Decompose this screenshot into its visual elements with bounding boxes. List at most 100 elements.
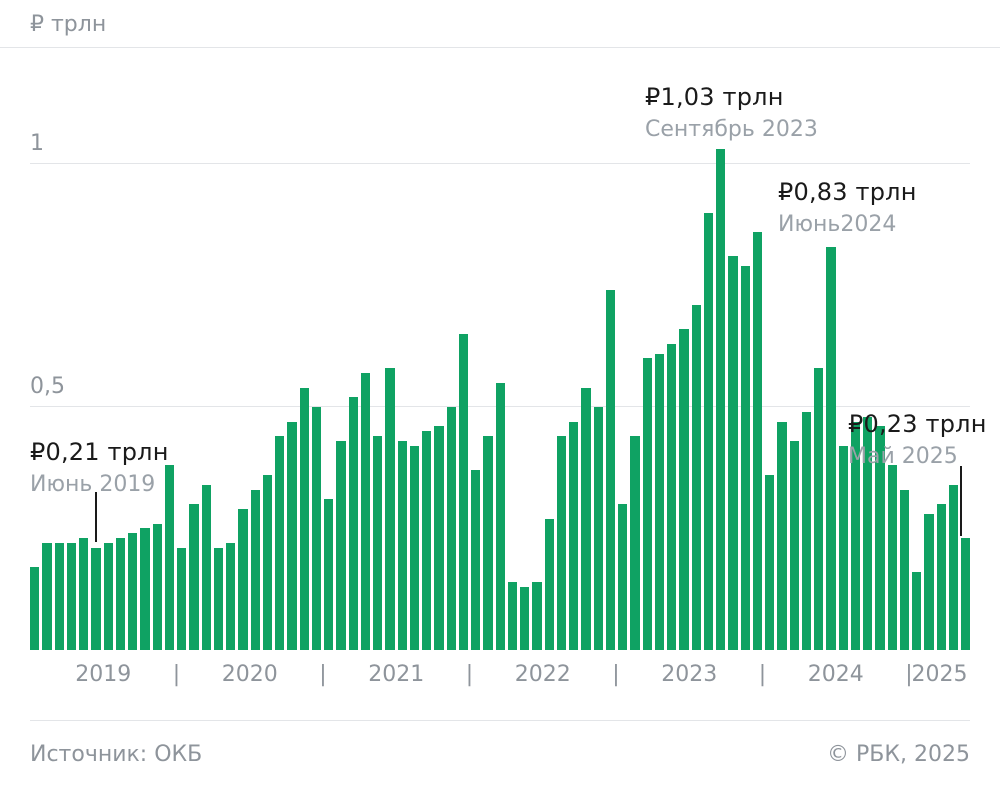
bar-2019-3 <box>54 543 64 650</box>
x-axis-separator: | <box>612 662 620 687</box>
bar-2019-6 <box>91 548 101 650</box>
bar-2020-2 <box>189 504 199 650</box>
bar-2023-5 <box>667 344 677 650</box>
x-axis-separator: | <box>319 662 327 687</box>
bar-2024-12 <box>899 490 909 650</box>
bar-2024-5 <box>814 368 824 650</box>
x-axis-year-2020: 2020 <box>221 662 278 687</box>
x-axis-separator: | <box>758 662 767 687</box>
bar-2023-2 <box>630 436 640 650</box>
bar-2022-4 <box>507 582 517 650</box>
annotation-sep-2023: ₽1,03 трлн Сентябрь 2023 <box>645 83 818 142</box>
bar-2020-1 <box>177 548 187 650</box>
bar-2024-9 <box>863 417 873 650</box>
bar-2019-11 <box>152 524 162 650</box>
bar-2020-5 <box>226 543 236 650</box>
annotation-date-label: Май 2025 <box>848 444 958 469</box>
bar-2022-1 <box>471 470 481 650</box>
bar-2021-12 <box>458 334 468 650</box>
annotation-date-label: Сентябрь 2023 <box>645 117 818 142</box>
bar-2023-3 <box>642 358 652 650</box>
bar-2023-11 <box>740 266 750 650</box>
bar-2024-6 <box>826 247 836 650</box>
x-axis-separator: | <box>465 662 474 687</box>
bar-2019-7 <box>103 543 113 650</box>
bar-2024-4 <box>801 412 811 650</box>
bar-2019-8 <box>115 538 125 650</box>
bar-2021-11 <box>446 407 456 650</box>
bar-2020-10 <box>287 422 297 650</box>
bar-2025-4 <box>948 485 958 650</box>
annotation-pointer-line <box>960 466 962 536</box>
bar-2020-4 <box>213 548 223 650</box>
bar-2021-9 <box>422 431 432 650</box>
bar-2022-7 <box>544 519 554 650</box>
bar-2020-8 <box>262 475 272 650</box>
bar-2024-7 <box>838 446 848 650</box>
bar-2020-3 <box>201 485 211 650</box>
bar-2023-6 <box>679 329 689 650</box>
bar-2024-8 <box>850 422 860 650</box>
x-axis-year-2024: 2024 <box>807 662 864 687</box>
bar-2021-5 <box>373 436 383 650</box>
bar-2022-12 <box>605 290 615 650</box>
bar-2023-10 <box>728 256 738 650</box>
bar-2019-5 <box>79 538 89 650</box>
bar-series <box>30 130 971 650</box>
x-axis-year-2025: 2025 <box>911 662 968 687</box>
x-axis-year-2019: 2019 <box>75 662 132 687</box>
bar-2022-5 <box>520 587 530 650</box>
top-divider <box>0 47 1000 48</box>
bar-2023-8 <box>703 213 713 650</box>
y-tick-label: 1 <box>30 131 44 156</box>
annotation-jun-2019: ₽0,21 трлн Июнь 2019 <box>30 438 169 497</box>
bar-2022-2 <box>483 436 493 650</box>
bar-2022-3 <box>495 383 505 650</box>
bar-2019-12 <box>164 465 174 650</box>
bar-2021-10 <box>434 426 444 650</box>
bar-2019-10 <box>140 528 150 650</box>
y-tick-label: 0,5 <box>30 374 65 399</box>
annotation-date-label: Июнь2024 <box>778 212 897 237</box>
bar-2021-6 <box>385 368 395 650</box>
x-axis-year-2023: 2023 <box>661 662 718 687</box>
bar-2020-6 <box>238 509 248 650</box>
bar-2024-11 <box>887 465 897 650</box>
annotation-value-label: ₽1,03 трлн <box>645 83 784 111</box>
bar-2022-10 <box>581 388 591 650</box>
bar-2024-1 <box>765 475 775 650</box>
bar-2022-6 <box>532 582 542 650</box>
copyright-caption: © РБК, 2025 <box>827 742 970 767</box>
bar-2020-12 <box>311 407 321 650</box>
bar-2024-2 <box>777 422 787 650</box>
x-axis-separator: | <box>905 662 913 687</box>
annotation-value-label: ₽0,23 трлн <box>848 410 987 438</box>
bar-2024-3 <box>789 441 799 650</box>
bar-2021-8 <box>409 446 419 650</box>
annotation-value-label: ₽0,83 трлн <box>778 178 917 206</box>
annotation-value-label: ₽0,21 трлн <box>30 438 169 466</box>
bar-2019-4 <box>66 543 76 650</box>
bar-2025-2 <box>924 514 934 650</box>
x-axis: 2019 | 2020 | 2021 | 2022 | 2023 | 2024 | 2025 <box>30 662 970 690</box>
annotation-date-label: Июнь 2019 <box>30 472 156 497</box>
bar-2020-11 <box>299 388 309 650</box>
bar-2020-7 <box>250 490 260 650</box>
bar-2022-8 <box>556 436 566 650</box>
bar-2021-2 <box>336 441 346 650</box>
bar-2023-7 <box>691 305 701 650</box>
x-axis-year-2021: 2021 <box>368 662 425 687</box>
bar-2019-2 <box>42 543 52 650</box>
bar-2023-4 <box>654 354 664 650</box>
chart-plot-area: 0,5 1 <box>30 130 971 650</box>
bar-2021-4 <box>360 373 370 650</box>
annotation-may-2025: ₽0,23 трлн Май 2025 <box>848 410 987 469</box>
y-axis-unit-label: ₽ трлн <box>30 12 107 37</box>
bar-2025-5 <box>961 538 971 650</box>
bar-2024-10 <box>875 426 885 650</box>
annotation-jun-2024: ₽0,83 трлн Июнь2024 <box>778 178 917 237</box>
bar-2021-7 <box>397 441 407 650</box>
bar-2025-1 <box>912 572 922 650</box>
bar-2019-1 <box>30 567 40 650</box>
bar-2021-1 <box>324 499 334 650</box>
